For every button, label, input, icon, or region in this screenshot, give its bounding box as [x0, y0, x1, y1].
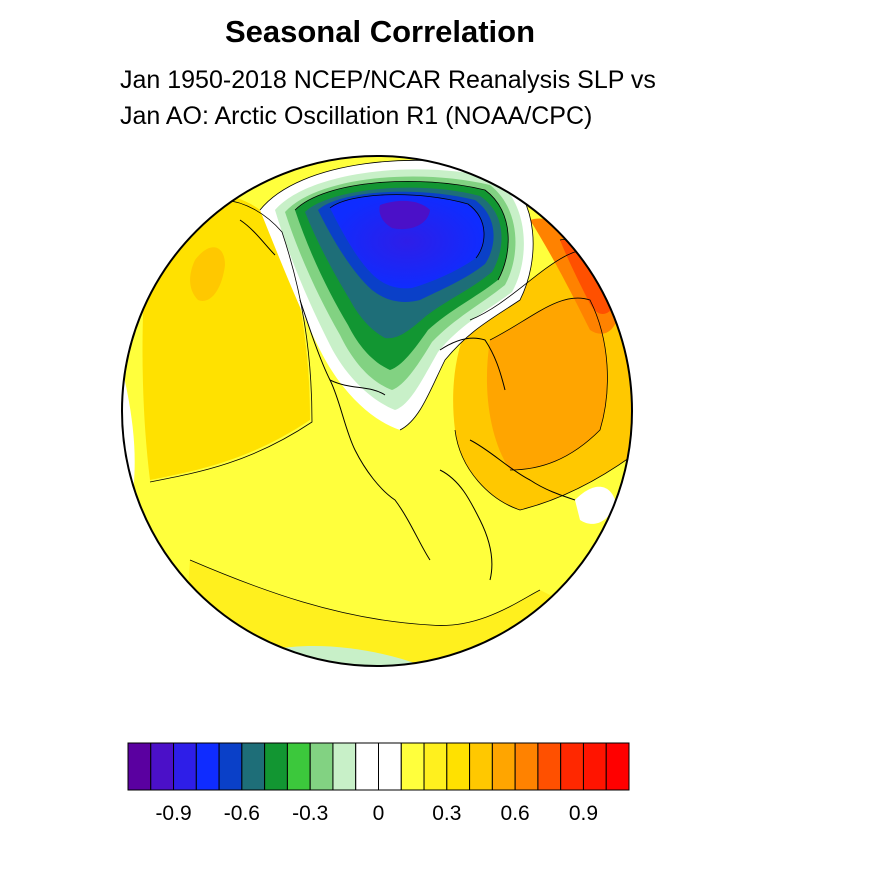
colorbar-box [355, 742, 379, 791]
colorbar-box [264, 742, 288, 791]
field-atlantic-core [486, 298, 608, 470]
colorbar-box [150, 742, 175, 791]
colorbar-tick-label: -0.6 [224, 802, 260, 825]
colorbar-box [560, 742, 584, 791]
chart-subtitle-line-1: Jan 1950-2018 NCEP/NCAR Reanalysis SLP v… [120, 66, 656, 94]
colorbar-tick-label: -0.3 [292, 802, 328, 825]
field-aleutian-core [190, 247, 225, 301]
colorbar-box [400, 742, 425, 791]
chart-title: Seasonal Correlation [224, 14, 536, 49]
colorbar-tick-label: 0.6 [501, 802, 530, 825]
field-white-east-spot [575, 486, 615, 524]
coastlines [239, 219, 576, 581]
colorbar-labels: -0.9 -0.6 -0.3 0 0.3 0.6 0.9 [155, 802, 598, 825]
colorbar-box [537, 742, 562, 791]
colorbar-box [286, 742, 311, 791]
colorbar-box [469, 742, 493, 791]
colorbar-box [173, 742, 197, 791]
field-arctic-blue-core [330, 194, 485, 289]
field-arctic-purple-core [379, 200, 430, 230]
colorbar-box [582, 742, 607, 791]
colorbar-boxes [127, 742, 630, 791]
globe-outline [121, 155, 633, 667]
chart-subtitle-line-2: Jan AO: Arctic Oscillation R1 (NOAA/CPC) [120, 102, 593, 130]
field-europe-core [560, 239, 615, 315]
colorbar-box [127, 742, 152, 791]
colorbar-box [423, 742, 448, 791]
colorbar-box [309, 742, 334, 791]
colorbar-box [446, 742, 471, 791]
colorbar-tick-label: 0 [373, 802, 385, 825]
colorbar-box [195, 742, 220, 791]
colorbar-box [514, 742, 539, 791]
colorbar-box [605, 742, 630, 791]
colorbar-tick-label: -0.9 [155, 802, 191, 825]
colorbar-box [491, 742, 516, 791]
colorbar-box [378, 742, 402, 791]
colorbar-tick-label: 0.3 [432, 802, 461, 825]
colorbar-box [332, 742, 357, 791]
colorbar-tick-label: 0.9 [569, 802, 598, 825]
colorbar-box [218, 742, 243, 791]
field-pacific-high [142, 194, 310, 481]
colorbar-box [241, 742, 266, 791]
